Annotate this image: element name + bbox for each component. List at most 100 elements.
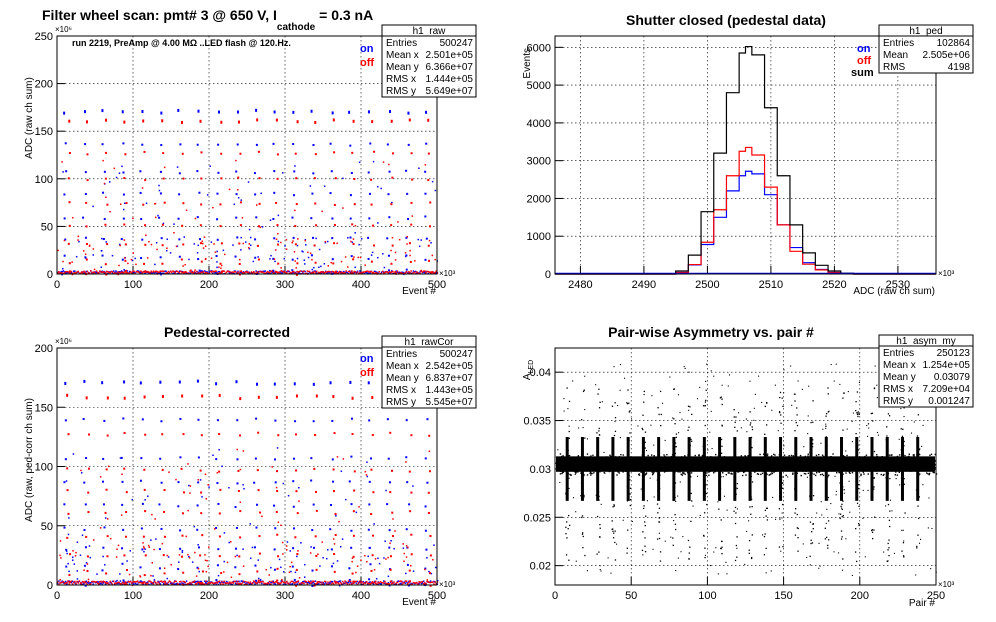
rawcor-ytick-label: 100 — [35, 462, 53, 474]
rawcor-baseline-point — [164, 583, 166, 585]
asym-point — [747, 458, 749, 460]
asym-point — [588, 462, 590, 465]
rawcor-baseline-point — [68, 583, 70, 585]
raw-point — [239, 224, 242, 227]
asym-point — [858, 413, 861, 415]
rawcor-point — [427, 511, 430, 514]
raw-point — [236, 110, 239, 114]
rawcor-baseline-point — [218, 582, 221, 584]
asym-point — [754, 458, 757, 460]
raw-baseline-point — [336, 270, 338, 273]
raw-point — [285, 248, 288, 251]
rawcor-baseline-point — [377, 581, 379, 584]
rawcor-baseline-point — [58, 583, 60, 586]
raw-point — [309, 252, 312, 255]
rawcor-baseline-point — [337, 582, 339, 584]
rawcor-point — [235, 526, 238, 529]
raw-point — [270, 254, 272, 257]
rawcor-baseline-point — [106, 580, 108, 583]
rawcor-point — [274, 419, 277, 422]
raw-baseline-point — [112, 272, 115, 275]
rawcor-point — [86, 563, 89, 565]
raw-baseline-point — [174, 270, 176, 273]
raw-baseline-point — [345, 271, 347, 273]
asym-point — [903, 407, 905, 409]
raw-point — [220, 242, 223, 245]
asym-point — [880, 465, 882, 467]
ped-stats-label-1: Mean — [883, 50, 908, 61]
raw-point — [387, 254, 390, 257]
raw-point — [103, 170, 106, 173]
raw-point — [255, 143, 258, 146]
raw-point — [130, 258, 133, 261]
raw-baseline-point — [183, 271, 186, 274]
asym-point — [749, 490, 752, 492]
asym-point — [559, 473, 562, 475]
asym-point — [903, 445, 905, 447]
asym-point — [813, 473, 815, 475]
raw-point — [276, 177, 279, 180]
raw-baseline-point — [74, 270, 76, 272]
asym-point — [735, 486, 737, 489]
asym-point — [590, 457, 592, 460]
raw-point — [240, 249, 242, 251]
asym-point — [655, 470, 657, 473]
raw-point — [407, 111, 410, 115]
asym-point — [613, 505, 615, 507]
rawcor-point — [226, 561, 229, 564]
asym-point — [557, 460, 559, 463]
raw-point — [309, 185, 312, 187]
asym-point — [733, 510, 735, 512]
asym-point — [623, 459, 625, 461]
asym-point — [898, 463, 900, 466]
asym-point — [772, 464, 774, 467]
asym-point — [567, 528, 569, 530]
asym-point — [665, 470, 668, 472]
rawcor-point — [332, 468, 335, 471]
raw-baseline-point — [409, 272, 411, 274]
rawcor-baseline-point — [388, 583, 391, 585]
asym-point — [702, 445, 704, 448]
rawcor-baseline-point — [136, 583, 139, 585]
raw-baseline-point — [247, 271, 249, 273]
asym-point — [675, 461, 677, 464]
rawcor-point — [148, 546, 151, 548]
asym-point — [643, 390, 645, 393]
rawcor-point — [80, 469, 82, 472]
raw-baseline-point — [292, 270, 295, 273]
asym-point — [767, 467, 769, 470]
asym-point — [751, 426, 753, 428]
rawcor-point — [311, 569, 314, 572]
asym-point — [827, 547, 829, 549]
asym-point — [868, 427, 870, 429]
asym-point — [706, 363, 708, 365]
raw-baseline-point — [70, 270, 73, 273]
rawcor-point — [256, 570, 259, 573]
rawcor-baseline-point — [322, 583, 325, 585]
asym-point — [815, 460, 818, 463]
asym-point — [703, 535, 705, 537]
asym-point — [830, 469, 833, 472]
raw-point — [162, 177, 165, 180]
raw-point — [425, 142, 428, 145]
asym-point — [626, 547, 628, 549]
asym-point — [741, 474, 744, 477]
asym-point — [902, 428, 904, 430]
asym-point — [617, 471, 619, 473]
raw-point — [85, 257, 87, 259]
raw-baseline-point — [76, 271, 78, 273]
asym-point — [841, 508, 843, 511]
asym-point — [858, 522, 860, 525]
rawcor-point — [316, 581, 319, 583]
raw-point — [354, 232, 356, 234]
raw-baseline-point — [58, 271, 60, 273]
rawcor-stats-value-0: 500247 — [440, 349, 474, 360]
raw-point — [405, 236, 408, 239]
rawcor-point — [144, 499, 146, 501]
asym-point — [791, 470, 793, 472]
raw-point — [132, 252, 135, 254]
asym-point — [791, 404, 793, 406]
rawcor-point — [142, 545, 145, 548]
asym-point — [826, 499, 829, 501]
